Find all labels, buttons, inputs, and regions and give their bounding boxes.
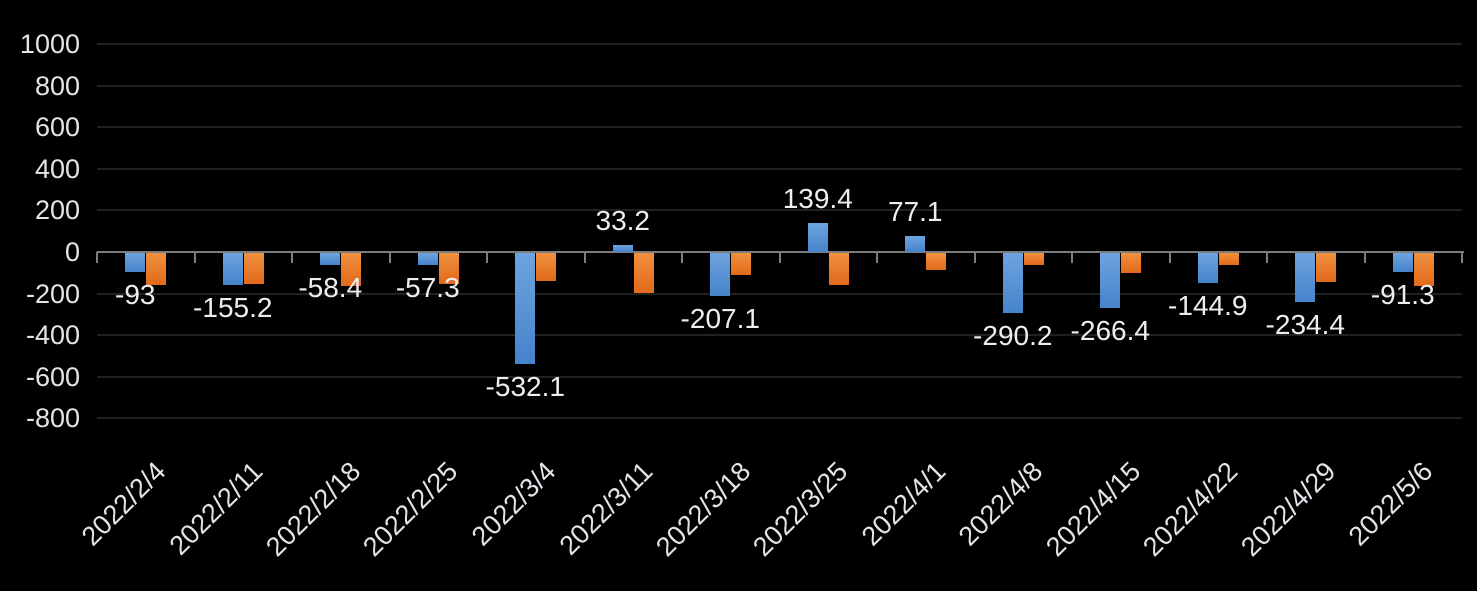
x-tick-label: 2022/3/11 xyxy=(553,456,659,561)
bar-orange xyxy=(243,253,264,285)
x-tick-label: 2022/4/22 xyxy=(1137,456,1244,563)
data-label: -290.2 xyxy=(973,320,1053,352)
bar-blue xyxy=(905,235,926,252)
x-axis-tick xyxy=(681,252,683,263)
x-axis-tick xyxy=(486,252,488,263)
bar-orange xyxy=(633,253,654,293)
data-label: 139.4 xyxy=(782,183,853,214)
x-axis-tick xyxy=(1266,252,1268,263)
data-label: -266.4 xyxy=(1070,315,1150,347)
gridline xyxy=(97,334,1462,337)
y-tick-label: 200 xyxy=(34,195,80,226)
x-tick-label: 2022/2/18 xyxy=(259,456,366,563)
gridline xyxy=(97,84,1462,87)
x-axis-tick xyxy=(876,252,878,263)
data-label: -207.1 xyxy=(680,303,760,335)
bar-blue xyxy=(515,253,536,364)
x-tick-label: 2022/3/18 xyxy=(649,456,756,563)
bar-orange xyxy=(146,253,167,285)
x-tick-label: 2022/4/29 xyxy=(1234,456,1341,563)
bar-orange xyxy=(731,253,752,275)
x-axis-tick xyxy=(193,252,196,263)
y-tick-label: 1000 xyxy=(19,29,80,59)
data-label: -93 xyxy=(115,279,156,311)
x-tick-label: 2022/3/25 xyxy=(747,456,854,563)
bar-orange xyxy=(828,253,849,285)
bar-orange xyxy=(1316,253,1337,283)
x-axis-tick xyxy=(1168,252,1171,263)
bar-orange xyxy=(1413,253,1434,287)
x-axis-tick xyxy=(973,252,976,263)
bar-blue xyxy=(1002,253,1023,314)
y-tick-label: 0 xyxy=(64,237,80,267)
gridline xyxy=(97,375,1462,378)
x-tick-label: 2022/2/25 xyxy=(357,456,464,563)
bar-blue xyxy=(320,253,341,266)
y-tick-label: 800 xyxy=(34,70,80,101)
data-label: -58.4 xyxy=(298,272,363,304)
bar-orange xyxy=(1121,253,1142,274)
x-axis-line xyxy=(97,251,1464,253)
x-axis-tick xyxy=(583,252,586,263)
gridline xyxy=(97,417,1462,420)
data-label: 77.1 xyxy=(888,195,943,227)
data-label: -91.3 xyxy=(1370,278,1435,310)
x-axis-tick xyxy=(1461,252,1463,263)
data-label: -234.4 xyxy=(1265,308,1345,340)
y-tick-label: 600 xyxy=(34,112,80,143)
x-axis-tick xyxy=(388,252,391,263)
y-tick-label: -200 xyxy=(25,278,80,309)
x-tick-label: 2022/4/1 xyxy=(855,456,951,552)
bar-blue xyxy=(1197,253,1218,284)
x-tick-label: 2022/3/4 xyxy=(465,456,561,552)
bar-orange xyxy=(341,253,362,287)
data-label: -57.3 xyxy=(395,271,460,303)
bar-blue xyxy=(1392,253,1413,272)
x-tick-label: 2022/2/11 xyxy=(163,456,269,561)
gridline xyxy=(97,209,1462,212)
x-axis-tick xyxy=(291,252,293,263)
x-axis-tick xyxy=(1071,252,1073,263)
y-tick-label: -800 xyxy=(25,403,80,434)
bar-orange xyxy=(926,253,947,270)
bar-blue xyxy=(807,223,828,252)
bar-blue xyxy=(612,245,633,252)
y-tick-label: -600 xyxy=(25,361,80,392)
data-label: -155.2 xyxy=(193,292,273,324)
data-label: -144.9 xyxy=(1168,290,1248,322)
bar-blue xyxy=(1100,253,1121,309)
bar-orange xyxy=(536,253,557,282)
data-label: 33.2 xyxy=(595,205,651,237)
bar-orange xyxy=(1023,253,1044,265)
x-axis-tick xyxy=(1363,252,1366,263)
x-axis-tick xyxy=(778,252,781,263)
bar-blue xyxy=(710,253,731,297)
x-tick-label: 2022/4/8 xyxy=(952,456,1049,552)
x-axis-tick xyxy=(96,252,98,263)
gridline xyxy=(97,292,1462,295)
x-tick-label: 2022/5/6 xyxy=(1342,456,1439,552)
bar-blue xyxy=(417,253,438,265)
bar-blue xyxy=(1295,253,1316,302)
x-tick-label: 2022/2/4 xyxy=(75,456,171,552)
x-tick-label: 2022/4/15 xyxy=(1039,456,1146,563)
bar-orange xyxy=(438,253,459,284)
data-label: -532.1 xyxy=(485,370,565,402)
bar-blue xyxy=(222,253,243,286)
gridline xyxy=(97,43,1462,45)
gridline xyxy=(97,126,1462,129)
y-tick-label: -400 xyxy=(25,320,80,351)
y-tick-label: 400 xyxy=(34,153,80,184)
bar-blue xyxy=(125,253,146,273)
bar-orange xyxy=(1218,253,1239,265)
gridline xyxy=(97,167,1462,170)
